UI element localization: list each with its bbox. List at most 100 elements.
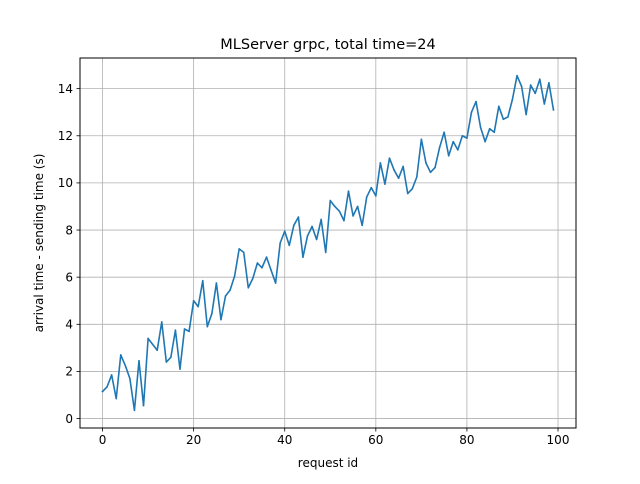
data-point — [138, 360, 140, 362]
x-tick-label: 0 — [99, 433, 107, 447]
y-tick-label: 10 — [58, 176, 73, 190]
data-point — [165, 361, 168, 363]
data-point — [379, 162, 382, 164]
data-point — [156, 349, 158, 352]
data-point — [110, 374, 113, 376]
data-point — [233, 275, 236, 277]
data-point — [543, 103, 546, 105]
x-tick-label: 100 — [547, 433, 570, 447]
data-point — [538, 78, 541, 81]
data-point — [174, 329, 177, 332]
data-point — [101, 390, 104, 393]
data-point — [525, 113, 527, 116]
data-point — [488, 127, 491, 130]
data-point — [461, 134, 464, 137]
data-point — [124, 364, 127, 367]
data-point — [315, 238, 318, 241]
data-point — [334, 205, 336, 208]
data-point — [443, 131, 445, 134]
data-point — [142, 404, 145, 407]
chart-title: MLServer grpc, total time=24 — [220, 37, 435, 53]
data-point — [133, 409, 136, 412]
data-point — [151, 343, 154, 346]
data-point — [457, 149, 459, 151]
data-point — [447, 155, 450, 157]
data-point — [552, 109, 555, 111]
data-point — [147, 337, 149, 340]
y-tick-label: 2 — [65, 365, 73, 379]
data-point — [129, 377, 131, 380]
data-point — [115, 397, 118, 400]
data-point — [466, 137, 468, 139]
data-point — [434, 166, 436, 169]
data-point — [493, 131, 496, 134]
data-point — [329, 199, 332, 202]
x-tick-label: 20 — [186, 433, 201, 447]
data-point — [220, 318, 222, 321]
data-point — [470, 111, 473, 113]
data-point — [188, 330, 190, 333]
data-point — [529, 84, 532, 86]
x-tick-label: 40 — [277, 433, 292, 447]
y-tick-label: 12 — [58, 129, 73, 143]
data-point — [438, 146, 441, 149]
data-point — [520, 85, 523, 88]
x-tick-label: 60 — [368, 433, 383, 447]
data-point — [479, 126, 482, 129]
data-point — [338, 210, 341, 212]
data-point — [370, 186, 373, 189]
data-point — [215, 282, 218, 284]
data-point — [406, 192, 409, 195]
data-point — [302, 256, 304, 258]
data-point — [343, 219, 345, 222]
data-point — [297, 216, 300, 218]
data-point — [511, 98, 514, 101]
data-point — [420, 138, 423, 141]
data-point — [224, 295, 227, 297]
y-tick-label: 4 — [65, 318, 73, 332]
data-point — [183, 328, 186, 330]
data-point — [119, 354, 122, 356]
data-point — [247, 286, 250, 289]
data-point — [306, 235, 309, 237]
data-point — [206, 325, 209, 328]
plot-frame — [79, 57, 577, 429]
data-point — [261, 266, 263, 269]
data-point — [484, 140, 486, 143]
y-tick-label: 8 — [65, 223, 73, 237]
data-point — [320, 218, 322, 221]
data-point — [256, 262, 259, 264]
data-point — [375, 195, 377, 197]
data-point — [279, 242, 281, 244]
y-tick-label: 14 — [58, 82, 73, 96]
data-point — [192, 299, 195, 302]
data-point — [361, 224, 363, 227]
data-point — [516, 74, 518, 77]
data-point — [416, 176, 418, 178]
data-point — [170, 356, 172, 359]
y-tick-label: 0 — [65, 412, 73, 426]
data-point — [283, 230, 286, 233]
data-point — [452, 140, 455, 143]
data-point — [197, 305, 199, 308]
data-point — [288, 244, 291, 247]
data-point — [229, 289, 231, 291]
data-point — [429, 171, 432, 174]
y-tick-label: 6 — [65, 270, 73, 284]
x-tick-label: 80 — [459, 433, 474, 447]
data-point — [347, 190, 350, 192]
series-line — [101, 74, 555, 412]
data-point — [106, 385, 108, 388]
data-point — [534, 92, 537, 95]
data-point — [356, 205, 359, 208]
data-point — [311, 225, 313, 228]
data-point — [324, 251, 327, 254]
data-point — [393, 169, 395, 171]
x-axis-label: request id — [298, 456, 358, 470]
y-axis-label: arrival time - sending time (s) — [32, 154, 46, 333]
data-point — [548, 81, 550, 84]
data-point — [242, 251, 245, 254]
data-point — [160, 321, 163, 323]
data-point — [502, 118, 505, 121]
